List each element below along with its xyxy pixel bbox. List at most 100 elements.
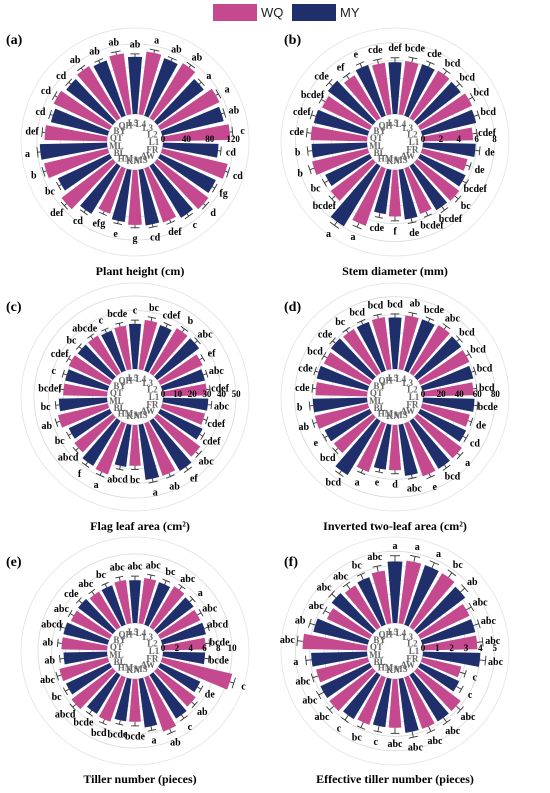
significance-letter: f	[78, 469, 82, 480]
category-label: AW	[140, 151, 155, 161]
error-cap	[308, 401, 311, 411]
bar-wq-by	[323, 352, 372, 386]
significance-letter: a	[154, 36, 159, 47]
significance-letter: cdef	[207, 419, 225, 430]
significance-letter: b	[297, 168, 303, 179]
error-cap	[183, 466, 192, 473]
radial-tick-label: 10	[173, 389, 183, 399]
error-bar	[314, 370, 319, 373]
error-cap	[113, 222, 123, 225]
bar-my-l1	[162, 651, 206, 665]
bar-my-by	[66, 79, 116, 126]
significance-letter: cde	[318, 330, 333, 341]
significance-letter: cde	[368, 45, 383, 56]
radial-tick-label: 8	[216, 643, 221, 653]
grid-circle	[33, 295, 237, 499]
category-label: L1	[409, 137, 420, 147]
significance-letter: e	[433, 482, 438, 493]
significance-letter: bcd	[368, 300, 384, 311]
error-cap	[372, 564, 382, 568]
error-bar	[411, 312, 414, 317]
significance-letter: cd	[150, 232, 160, 243]
bar-wq-fr	[160, 403, 205, 425]
significance-letter: abc	[485, 636, 501, 647]
significance-letter: bcd	[480, 107, 496, 118]
significance-letter: abc	[146, 561, 162, 572]
significance-letter: abc	[445, 313, 461, 324]
error-bar	[360, 574, 364, 580]
significance-letter: bc	[45, 187, 56, 198]
bar-wq-l3	[149, 328, 188, 376]
bar-wq-l4	[138, 577, 157, 625]
error-cap	[148, 225, 158, 229]
bar-my-qh	[101, 330, 126, 373]
category-label: KN	[386, 156, 400, 166]
error-cap	[456, 80, 463, 88]
category-label: QH	[118, 630, 132, 640]
category-label: BL	[114, 403, 126, 413]
significance-letter: de	[475, 165, 486, 176]
significance-letter: abc	[367, 552, 383, 563]
bar-my-aw	[149, 163, 193, 218]
error-bar	[164, 580, 167, 585]
radial-tick-label: 10	[228, 643, 238, 653]
error-cap	[410, 554, 421, 558]
error-bar	[312, 675, 319, 679]
category-label: HM	[378, 408, 394, 418]
bar-my-bl	[325, 153, 372, 186]
panel-title: Effective tiller number (pieces)	[316, 772, 474, 786]
category-label: MS	[394, 155, 408, 165]
error-bar	[428, 473, 432, 478]
error-cap	[200, 354, 206, 362]
bar-my-ml	[311, 142, 368, 158]
error-bar	[378, 468, 381, 473]
category-label: BY	[373, 381, 386, 391]
error-cap	[75, 597, 82, 604]
bar-wq-l3	[409, 325, 450, 376]
error-cap	[215, 89, 222, 99]
outer-grid-circle	[20, 536, 250, 766]
significance-letter: ab	[410, 299, 421, 310]
significance-letter: a	[350, 232, 355, 243]
category-label: FR	[406, 654, 418, 664]
error-cap	[341, 716, 349, 723]
significance-letter: ab	[171, 45, 182, 56]
error-cap	[478, 146, 481, 156]
bar-wq-qh	[343, 328, 381, 376]
error-cap	[456, 335, 463, 343]
error-cap	[208, 639, 211, 648]
error-cap	[75, 343, 82, 350]
error-cap	[374, 216, 384, 219]
bar-wq-ml	[314, 403, 370, 429]
error-cap	[423, 213, 432, 218]
significance-letter: ef	[337, 63, 345, 74]
bar-my-l3	[154, 597, 194, 635]
significance-letter: bcd	[470, 345, 486, 356]
bar-my-by	[77, 344, 116, 381]
error-bar	[411, 731, 414, 738]
significance-letter: def	[25, 127, 39, 138]
bar-my-hm	[82, 418, 121, 466]
error-cap	[180, 325, 189, 332]
category-label: HM	[378, 153, 394, 163]
radial-tick-label: 50	[232, 389, 242, 399]
significance-letter: abc	[317, 583, 333, 594]
bar-wq-l4	[398, 61, 419, 116]
significance-letter: cde	[370, 223, 385, 234]
bar-my-l4	[404, 64, 435, 118]
significance-letter: abc	[209, 366, 225, 377]
legend: WQ MY	[213, 4, 360, 21]
bar-wq-qt	[44, 125, 108, 142]
category-label: HM	[118, 408, 134, 418]
grid-circle	[37, 553, 233, 749]
error-cap	[408, 311, 418, 315]
bar-my-l1	[162, 397, 209, 411]
radial-tick-label: 40	[455, 389, 465, 399]
category-label: L3	[402, 632, 413, 642]
category-label: QH	[378, 121, 392, 131]
error-cap	[334, 470, 344, 477]
error-cap	[307, 165, 312, 175]
bar-wq-ms	[144, 675, 177, 732]
bar-wq-bl	[333, 413, 376, 453]
